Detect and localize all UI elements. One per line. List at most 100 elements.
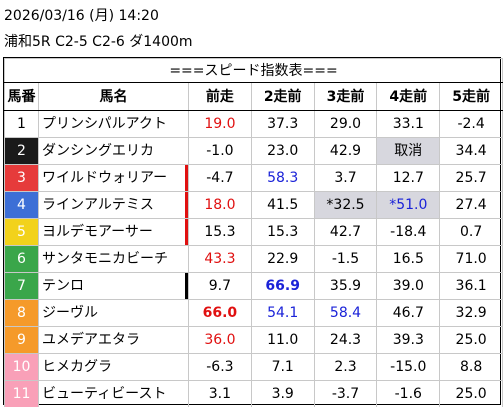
horse-name-cell: ラインアルテミス bbox=[38, 191, 189, 219]
horse-name-cell: ビューティビースト bbox=[38, 380, 189, 407]
speed-index-table: ===スピード指数表=== 馬番 馬名 前走 2走前 3走前 4走前 5走前 1… bbox=[3, 58, 503, 407]
horse-name: ヒメカグラ bbox=[42, 359, 112, 375]
highlight-bar bbox=[185, 219, 188, 245]
column-header-3-races-ago: 3走前 bbox=[313, 82, 378, 111]
speed-index-cell: 16.5 bbox=[376, 245, 441, 273]
speed-index-cell: 11.0 bbox=[250, 326, 315, 354]
table-row: 8 ジーヴル 66.0 54.1 58.4 46.7 32.9 bbox=[4, 299, 503, 327]
column-header-number: 馬番 bbox=[4, 82, 39, 111]
horse-number-cell: 7 bbox=[4, 272, 39, 300]
horse-name-cell: ユメデアエタラ bbox=[38, 326, 189, 354]
horse-name: ビューティビースト bbox=[42, 386, 167, 402]
speed-index-cell: 33.1 bbox=[376, 110, 441, 138]
horse-name: ユメデアエタラ bbox=[42, 332, 140, 348]
horse-number-cell: 5 bbox=[4, 218, 39, 246]
speed-index-cell: -6.3 bbox=[188, 353, 252, 381]
table-header-row: 馬番 馬名 前走 2走前 3走前 4走前 5走前 bbox=[4, 82, 503, 111]
speed-index-cell: 43.3 bbox=[188, 245, 252, 273]
speed-index-cell: 42.9 bbox=[313, 137, 378, 165]
table-row: 4 ラインアルテミス 18.0 41.5 *32.5 *51.0 27.4 bbox=[4, 191, 503, 219]
horse-name-cell: プリンシパルアクト bbox=[38, 110, 189, 138]
speed-index-cell: 7.1 bbox=[250, 353, 315, 381]
race-info-label: 浦和5R C2-5 C2-6 ダ1400m bbox=[4, 34, 193, 50]
horse-name-cell: サンタモニカビーチ bbox=[38, 245, 189, 273]
table-row: 11 ビューティビースト 3.1 3.9 -3.7 -1.6 25.0 bbox=[4, 380, 503, 407]
highlight-bar bbox=[185, 165, 188, 191]
speed-index-cell: 3.7 bbox=[313, 164, 378, 192]
column-header-2-races-ago: 2走前 bbox=[250, 82, 315, 111]
horse-name-cell: テンロ bbox=[38, 272, 189, 300]
table-row: 1 プリンシパルアクト 19.0 37.3 29.0 33.1 -2.4 bbox=[4, 110, 503, 138]
table-row: 7 テンロ 9.7 66.9 35.9 39.0 36.1 bbox=[4, 272, 503, 300]
speed-index-cell: -4.7 bbox=[188, 164, 252, 192]
speed-index-cell: 35.9 bbox=[313, 272, 378, 300]
horse-name-cell: ジーヴル bbox=[38, 299, 189, 327]
speed-index-cell: 25.7 bbox=[439, 164, 503, 192]
speed-index-cell: 58.4 bbox=[313, 299, 378, 327]
horse-name-cell: ヒメカグラ bbox=[38, 353, 189, 381]
speed-index-cell: -1.0 bbox=[188, 137, 252, 165]
table-title-row: ===スピード指数表=== bbox=[3, 58, 503, 83]
speed-index-cell: *32.5 bbox=[313, 191, 378, 219]
speed-index-cell: 19.0 bbox=[188, 110, 252, 138]
speed-index-cell: -1.5 bbox=[313, 245, 378, 273]
speed-index-cell: 8.8 bbox=[439, 353, 503, 381]
table-row: 9 ユメデアエタラ 36.0 11.0 24.3 39.3 25.0 bbox=[4, 326, 503, 354]
speed-index-cell: 取消 bbox=[376, 137, 441, 165]
column-header-horse-name: 馬名 bbox=[38, 82, 189, 111]
speed-index-cell: 41.5 bbox=[250, 191, 315, 219]
horse-number-cell: 8 bbox=[4, 299, 39, 327]
speed-index-cell: 24.3 bbox=[313, 326, 378, 354]
speed-index-cell: 27.4 bbox=[439, 191, 503, 219]
horse-number-cell: 11 bbox=[4, 380, 39, 407]
speed-index-cell: 39.3 bbox=[376, 326, 441, 354]
highlight-bar bbox=[185, 273, 188, 299]
speed-index-cell: 46.7 bbox=[376, 299, 441, 327]
table-row: 6 サンタモニカビーチ 43.3 22.9 -1.5 16.5 71.0 bbox=[4, 245, 503, 273]
speed-index-cell: 22.9 bbox=[250, 245, 315, 273]
column-header-5-races-ago: 5走前 bbox=[439, 82, 503, 111]
speed-index-cell: 15.3 bbox=[250, 218, 315, 246]
horse-name-cell: ダンシングエリカ bbox=[38, 137, 189, 165]
horse-number-cell: 4 bbox=[4, 191, 39, 219]
table-row: 2 ダンシングエリカ -1.0 23.0 42.9 取消 34.4 bbox=[4, 137, 503, 165]
column-header-4-races-ago: 4走前 bbox=[376, 82, 441, 111]
table-row: 10 ヒメカグラ -6.3 7.1 2.3 -15.0 8.8 bbox=[4, 353, 503, 381]
horse-name: テンロ bbox=[42, 278, 84, 294]
speed-index-cell: 58.3 bbox=[250, 164, 315, 192]
speed-index-cell: *51.0 bbox=[376, 191, 441, 219]
speed-index-cell: -2.4 bbox=[439, 110, 503, 138]
speed-index-cell: -15.0 bbox=[376, 353, 441, 381]
horse-number-cell: 2 bbox=[4, 137, 39, 165]
horse-name-cell: ワイルドウォリアー bbox=[38, 164, 189, 192]
speed-index-cell: 12.7 bbox=[376, 164, 441, 192]
speed-index-cell: 15.3 bbox=[188, 218, 252, 246]
speed-index-cell: 71.0 bbox=[439, 245, 503, 273]
horse-number-cell: 10 bbox=[4, 353, 39, 381]
speed-index-cell: 29.0 bbox=[313, 110, 378, 138]
speed-index-cell: 25.0 bbox=[439, 380, 503, 407]
date-time-label: 2026/03/16 (月) 14:20 bbox=[4, 8, 159, 24]
horse-name: ヨルデモアーサー bbox=[42, 224, 153, 240]
speed-index-cell: 0.7 bbox=[439, 218, 503, 246]
horse-number-cell: 9 bbox=[4, 326, 39, 354]
speed-index-cell: 34.4 bbox=[439, 137, 503, 165]
speed-index-cell: 3.9 bbox=[250, 380, 315, 407]
table-row: 3 ワイルドウォリアー -4.7 58.3 3.7 12.7 25.7 bbox=[4, 164, 503, 192]
horse-name: サンタモニカビーチ bbox=[42, 251, 168, 267]
speed-index-cell: 32.9 bbox=[439, 299, 503, 327]
horse-name-cell: ヨルデモアーサー bbox=[38, 218, 189, 246]
speed-index-cell: 36.0 bbox=[188, 326, 252, 354]
horse-number-cell: 6 bbox=[4, 245, 39, 273]
horse-name: プリンシパルアクト bbox=[42, 116, 167, 132]
horse-name: ラインアルテミス bbox=[42, 197, 154, 213]
speed-index-cell: 42.7 bbox=[313, 218, 378, 246]
horse-name: ワイルドウォリアー bbox=[42, 170, 168, 186]
speed-index-cell: 2.3 bbox=[313, 353, 378, 381]
speed-index-cell: 3.1 bbox=[188, 380, 252, 407]
horse-name: ダンシングエリカ bbox=[42, 143, 154, 159]
speed-index-cell: 36.1 bbox=[439, 272, 503, 300]
speed-index-cell: 66.0 bbox=[188, 299, 252, 327]
horse-number-cell: 1 bbox=[4, 110, 39, 138]
speed-index-cell: 54.1 bbox=[250, 299, 315, 327]
